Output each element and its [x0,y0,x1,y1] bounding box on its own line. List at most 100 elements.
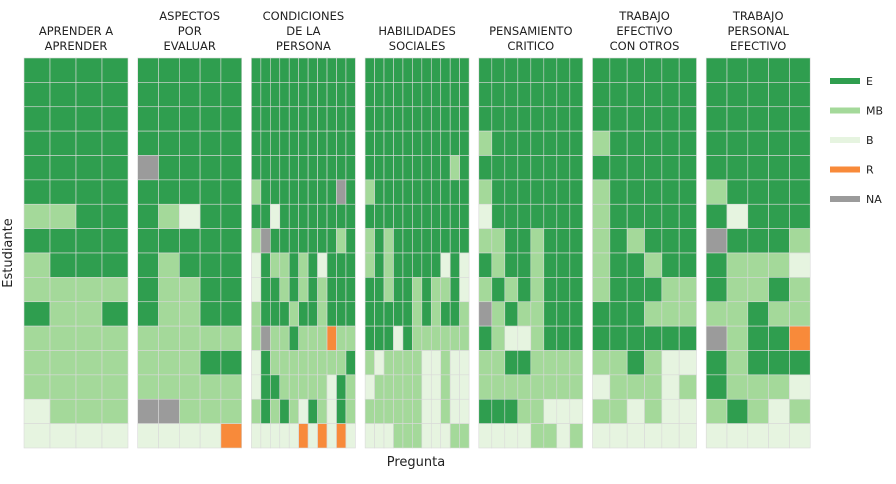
cell [412,374,423,400]
cell [747,203,769,229]
cell [179,350,201,376]
cell [530,423,545,449]
cell [449,252,460,278]
cell [478,179,493,205]
cell [49,203,77,229]
cell [421,277,432,303]
cell [288,301,299,327]
cell [158,252,180,278]
cell [199,130,222,156]
cell [23,301,51,327]
cell [393,301,404,327]
cell [101,130,129,156]
cell [609,398,628,424]
cell [199,350,222,376]
cell [393,203,404,229]
cell [179,228,201,254]
cell [530,301,545,327]
cell [220,82,242,108]
cell [768,82,790,108]
cell [260,228,271,254]
cell [412,277,423,303]
cell [158,179,180,205]
cell [592,325,611,351]
cell [569,277,584,303]
cell [644,374,663,400]
cell [661,374,680,400]
cell [430,57,442,83]
cell [383,82,394,108]
cell [530,325,545,351]
cell [661,325,680,351]
cell [678,277,697,303]
cell [326,228,337,254]
cell [609,350,628,376]
cell [747,82,769,108]
cell [298,350,309,376]
cell [609,179,628,205]
cell [609,301,628,327]
cell [220,301,242,327]
cell [459,374,470,400]
cell [491,57,506,83]
cell [260,325,271,351]
cell [556,57,571,83]
cell [726,325,749,351]
cell [530,155,545,181]
cell [326,82,337,108]
cell [569,82,584,108]
cell [430,350,442,376]
cell [101,398,129,424]
cell [412,57,423,83]
cell [251,398,262,424]
cell [678,398,697,424]
cell [626,203,645,229]
cell [158,82,180,108]
panel-title: POR [178,24,202,38]
cell [374,57,385,83]
cell [789,57,811,83]
cell [459,325,470,351]
cell [49,82,77,108]
cell [251,155,262,181]
cell [543,423,558,449]
cell [449,301,460,327]
cell [101,179,129,205]
cell [220,350,242,376]
cell [345,252,356,278]
legend-label: R [866,164,874,177]
cell [374,423,385,449]
cell [592,350,611,376]
cell [307,301,318,327]
cell [137,57,159,83]
cell [288,398,299,424]
cell [768,374,790,400]
cell [569,57,584,83]
cell [326,325,337,351]
cell [491,252,506,278]
cell [440,155,451,181]
cell [491,179,506,205]
cell [592,277,611,303]
cell [491,228,506,254]
cell [678,252,697,278]
cell [307,350,318,376]
cell [101,277,129,303]
cell [307,130,318,156]
cell [517,228,532,254]
cell [449,179,460,205]
cell [374,82,385,108]
cell [530,179,545,205]
cell [412,130,423,156]
cell [421,57,432,83]
cell [260,155,271,181]
cell [336,350,347,376]
cell [49,277,77,303]
cell [543,374,558,400]
cell [279,350,290,376]
cell [592,228,611,254]
cell [626,325,645,351]
cell [421,301,432,327]
legend-label: MB [866,105,883,118]
cell [609,325,628,351]
